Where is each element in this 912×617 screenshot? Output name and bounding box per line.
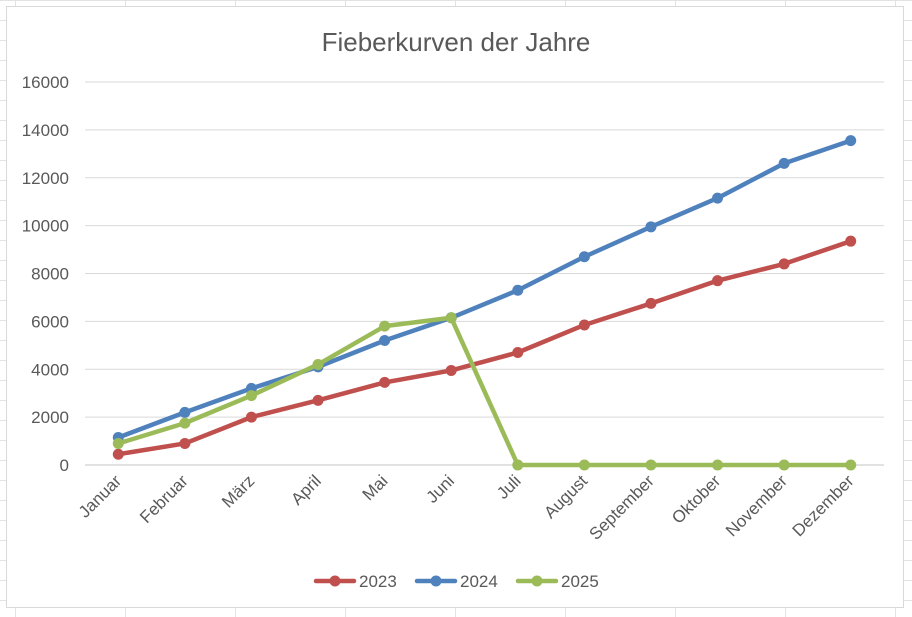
data-point[interactable]: [245, 411, 257, 423]
data-point[interactable]: [512, 459, 524, 471]
series-lines: [112, 135, 857, 471]
data-point[interactable]: [712, 192, 724, 204]
data-point[interactable]: [645, 459, 657, 471]
data-point[interactable]: [712, 459, 724, 471]
data-point[interactable]: [245, 390, 257, 402]
data-point[interactable]: [845, 135, 857, 147]
data-point[interactable]: [179, 417, 191, 429]
data-point[interactable]: [778, 258, 790, 270]
x-axis-tick-labels: Januar Februar März April Mai Juni Juli AugustS…: [75, 471, 858, 543]
data-point[interactable]: [179, 406, 191, 418]
data-point[interactable]: [112, 437, 124, 449]
data-point[interactable]: [778, 157, 790, 169]
data-point[interactable]: [312, 394, 324, 406]
series-2023[interactable]: [112, 235, 857, 460]
chart-title: Fieberkurven der Jahre: [322, 27, 591, 57]
legend-label: 2024: [460, 572, 498, 591]
y-tick-label: 8000: [31, 265, 69, 284]
data-point[interactable]: [512, 346, 524, 358]
data-point[interactable]: [578, 251, 590, 263]
chart-area[interactable]: [6, 6, 904, 608]
gridlines: [85, 81, 884, 466]
x-tick-label: November: [722, 471, 791, 540]
data-point[interactable]: [312, 358, 324, 370]
x-tick-label: März: [218, 471, 258, 511]
y-tick-label: 12000: [22, 169, 69, 188]
data-point[interactable]: [379, 376, 391, 388]
legend-label: 2025: [561, 572, 599, 591]
data-point[interactable]: [445, 364, 457, 376]
y-tick-label: 10000: [22, 217, 69, 236]
legend-marker: [430, 575, 442, 587]
y-axis-tick-labels: 0 2000 4000 6000 8000 10000 12000 14000 16000: [22, 73, 69, 475]
data-point[interactable]: [578, 459, 590, 471]
data-point[interactable]: [179, 437, 191, 449]
data-point[interactable]: [845, 235, 857, 247]
y-tick-label: 4000: [31, 360, 69, 379]
data-point[interactable]: [578, 319, 590, 331]
legend[interactable]: 2023 2024 2025: [313, 572, 599, 591]
y-tick-label: 16000: [22, 73, 69, 92]
y-tick-label: 0: [60, 456, 69, 475]
x-tick-label: August: [540, 471, 591, 522]
series-2025[interactable]: [112, 312, 857, 471]
series-line[interactable]: [116, 238, 853, 457]
x-tick-label: Juni: [423, 471, 458, 506]
legend-marker: [329, 575, 341, 587]
series-line[interactable]: [116, 138, 853, 440]
data-point[interactable]: [379, 320, 391, 332]
x-tick-label: September: [586, 471, 658, 543]
legend-item-2023[interactable]: 2023: [313, 572, 397, 591]
y-tick-label: 14000: [22, 121, 69, 140]
data-point[interactable]: [645, 297, 657, 309]
data-point[interactable]: [845, 459, 857, 471]
data-point[interactable]: [645, 221, 657, 233]
x-tick-label: Dezember: [789, 471, 858, 540]
data-point[interactable]: [445, 312, 457, 324]
data-point[interactable]: [112, 448, 124, 460]
x-tick-label: Februar: [136, 471, 192, 527]
legend-label: 2023: [359, 572, 397, 591]
data-point[interactable]: [778, 459, 790, 471]
x-tick-label: Oktober: [668, 471, 724, 527]
x-tick-label: Juli: [493, 471, 524, 502]
data-point[interactable]: [712, 275, 724, 287]
data-point[interactable]: [379, 335, 391, 347]
data-point[interactable]: [512, 284, 524, 296]
series-line[interactable]: [116, 315, 853, 468]
x-tick-label: Mai: [359, 471, 392, 504]
y-tick-label: 6000: [31, 312, 69, 331]
legend-item-2025[interactable]: 2025: [515, 572, 599, 591]
y-tick-label: 2000: [31, 408, 69, 427]
legend-marker: [531, 575, 543, 587]
x-tick-label: April: [287, 471, 324, 508]
x-tick-label: Januar: [75, 471, 125, 521]
legend-item-2024[interactable]: 2024: [414, 572, 498, 591]
